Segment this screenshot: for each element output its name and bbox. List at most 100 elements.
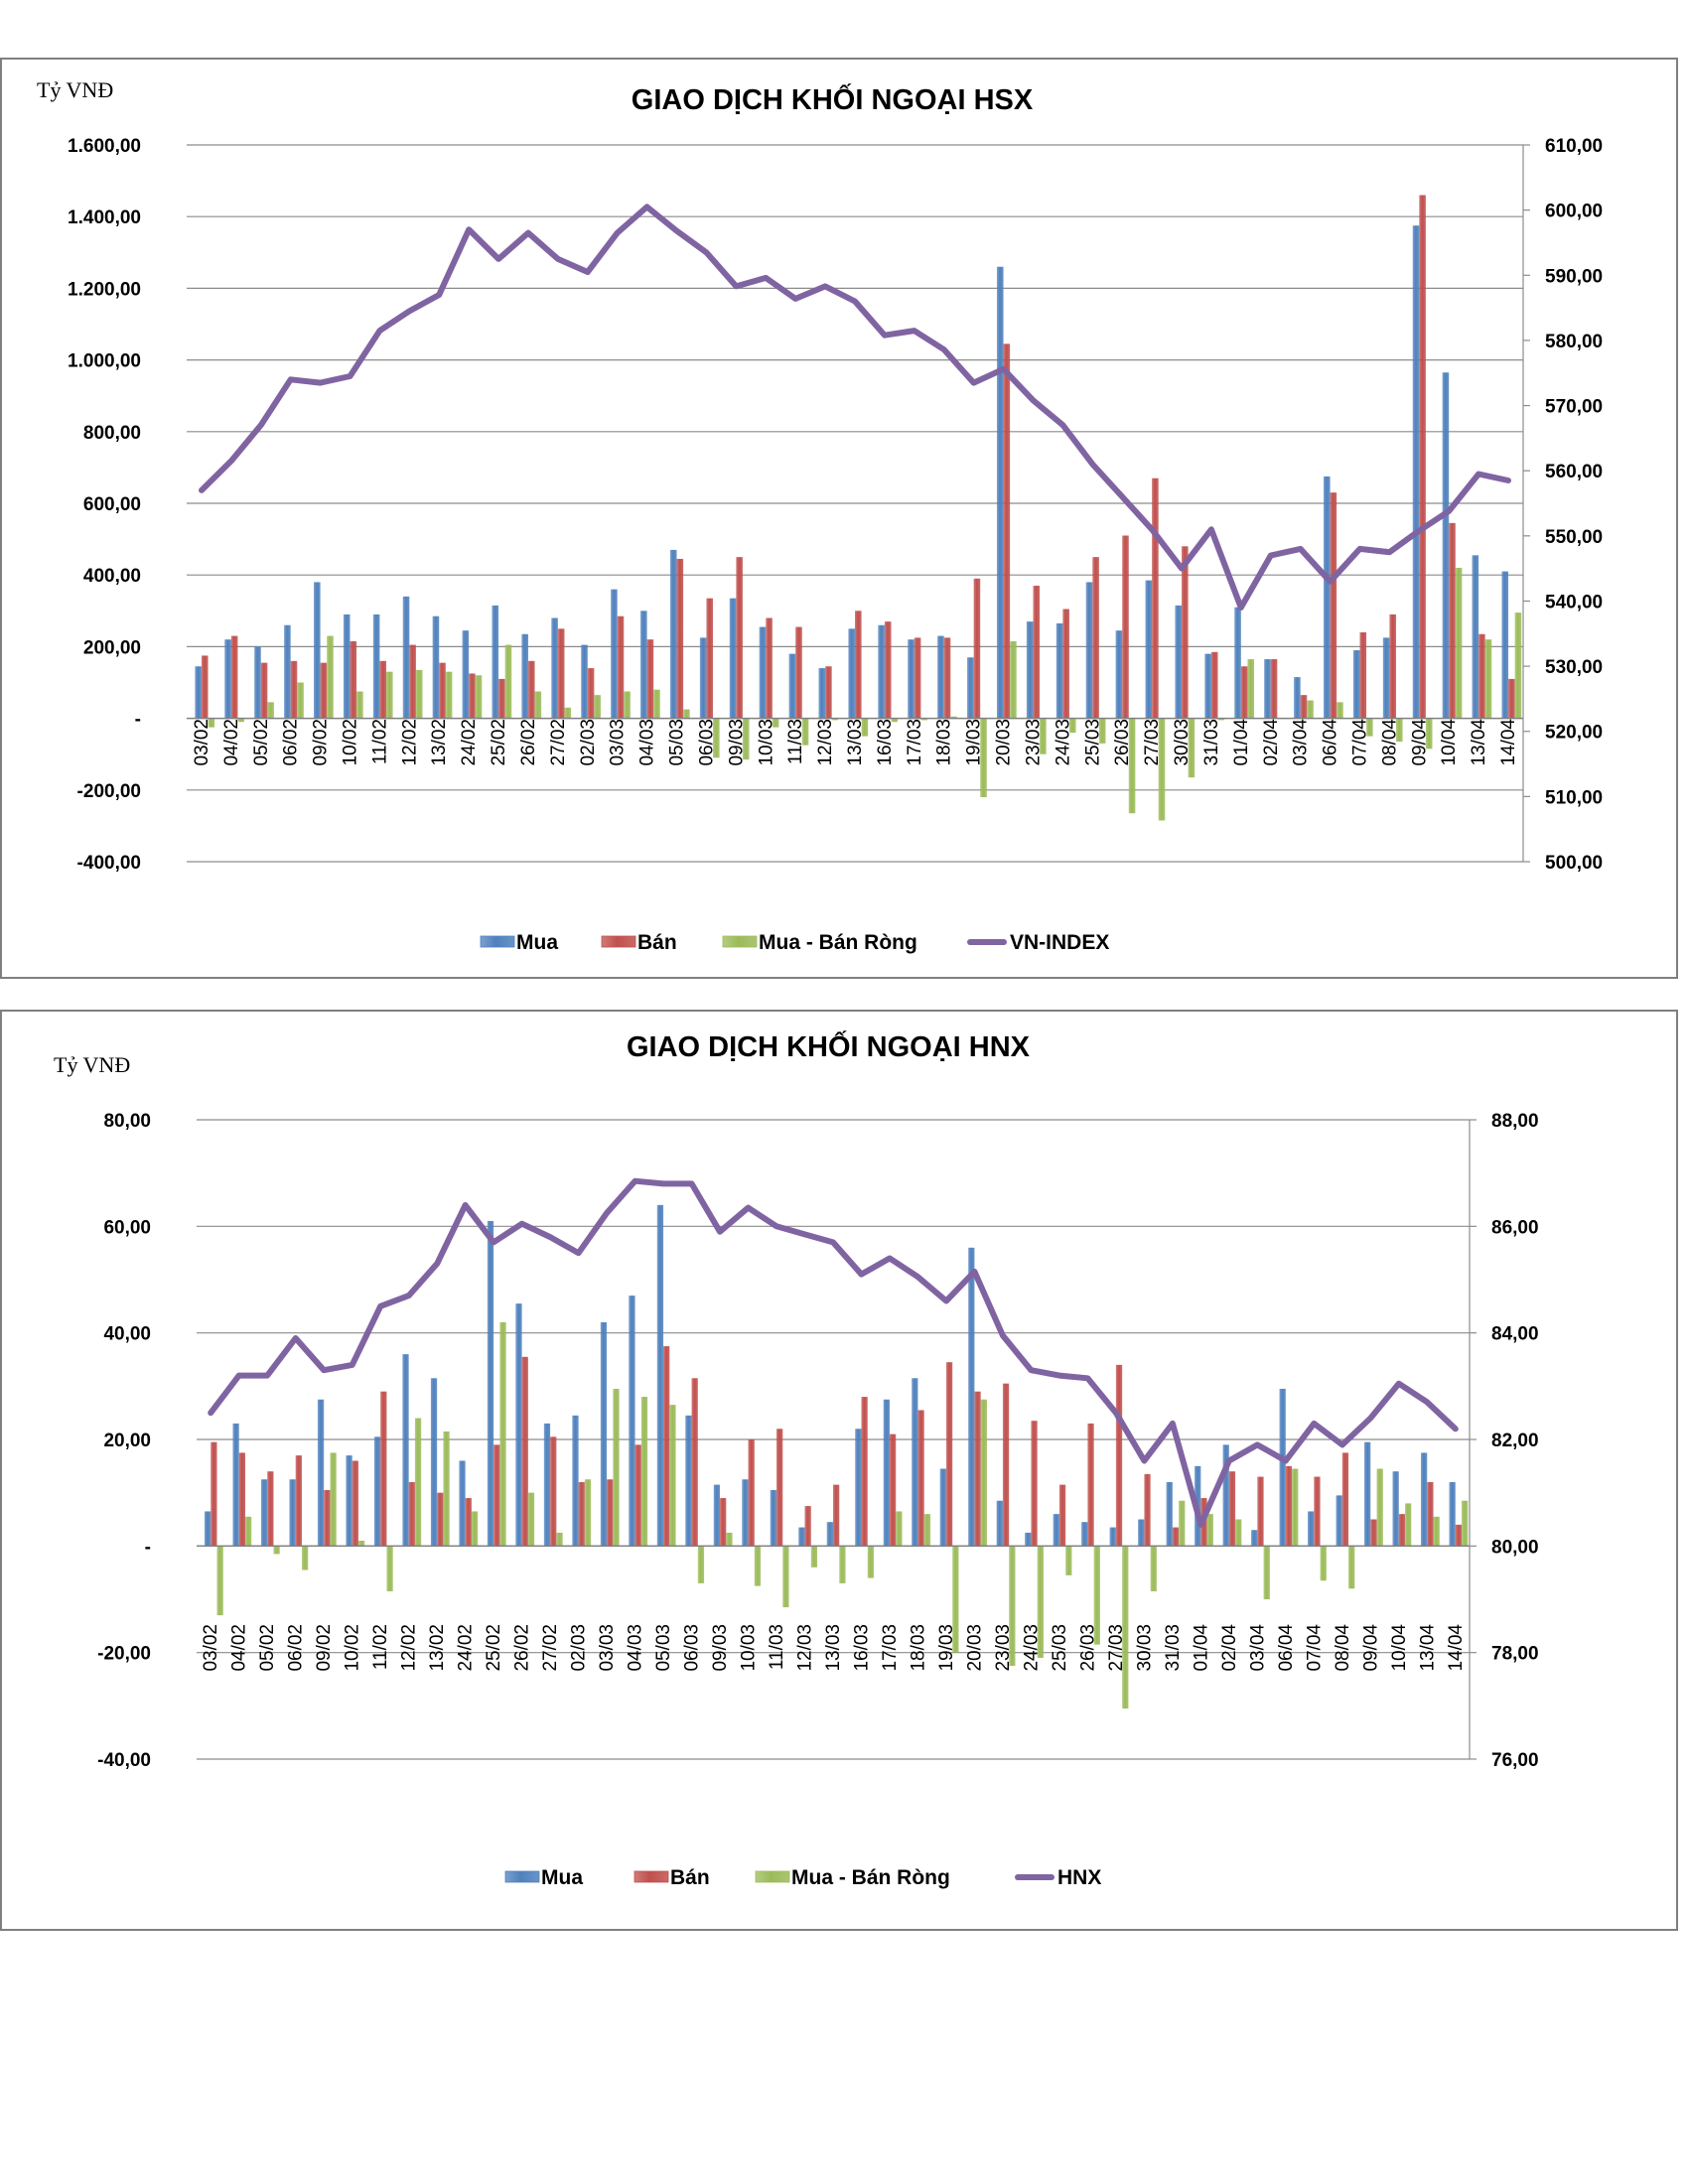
hnx-bar-net bbox=[499, 1321, 506, 1547]
hsx-bar-net bbox=[475, 675, 483, 719]
hsx-x-tick-label: 13/02 bbox=[429, 719, 450, 766]
hnx-bar-sell bbox=[861, 1397, 868, 1547]
hnx-x-tick-label: 18/03 bbox=[908, 1624, 928, 1672]
hnx-bar-buy bbox=[656, 1204, 664, 1547]
hsx-bar-sell bbox=[1359, 631, 1367, 719]
hnx-chart: Tỷ VNĐ GIAO DỊCH KHỐI NGOẠI HNX -40,00-2… bbox=[54, 1029, 1539, 1889]
hnx-bar-buy bbox=[487, 1220, 494, 1547]
hsx-bar-sell bbox=[1240, 666, 1248, 719]
hsx-bar-net bbox=[1158, 718, 1166, 821]
hnx-bar-buy bbox=[770, 1489, 777, 1547]
hnx-x-tick-label: 03/03 bbox=[597, 1624, 618, 1672]
hsx-bar-net bbox=[1307, 700, 1314, 719]
hsx-bar-buy bbox=[759, 626, 767, 719]
hsx-chart: Tỷ VNĐ GIAO DỊCH KHỐI NGOẠI HSX -400,00-… bbox=[37, 77, 1603, 954]
hnx-bar-buy bbox=[346, 1455, 352, 1547]
hsx-bar-buy bbox=[1145, 580, 1153, 719]
hnx-x-tick-label: 24/03 bbox=[1021, 1624, 1042, 1672]
hsx-right-tick-label: 540,00 bbox=[1545, 592, 1603, 613]
hsx-x-tick-label: 25/02 bbox=[489, 719, 509, 766]
hsx-bar-net bbox=[415, 669, 423, 719]
hsx-bar-net bbox=[327, 635, 334, 719]
hnx-bar-buy bbox=[204, 1511, 211, 1547]
hnx-bar-buy bbox=[1364, 1441, 1371, 1547]
hnx-bar-sell bbox=[1314, 1476, 1321, 1547]
hnx-x-tick-label: 02/03 bbox=[569, 1624, 590, 1672]
hsx-bar-buy bbox=[224, 639, 231, 719]
hnx-bar-sell bbox=[465, 1498, 472, 1547]
hsx-x-tick-label: 18/03 bbox=[934, 719, 955, 766]
hnx-x-tick-label: 06/04 bbox=[1276, 1624, 1297, 1672]
hsx-right-tick-label: 590,00 bbox=[1545, 266, 1603, 287]
hsx-bar-sell bbox=[1062, 609, 1069, 719]
hsx-x-tick-label: 17/03 bbox=[905, 719, 925, 766]
hsx-left-tick-label: 1.400,00 bbox=[68, 207, 141, 228]
hnx-x-tick-label: 12/02 bbox=[399, 1624, 420, 1672]
hsx-x-tick-label: 09/02 bbox=[311, 719, 332, 766]
hsx-bar-sell bbox=[201, 655, 209, 719]
hnx-x-tick-label: 27/02 bbox=[540, 1624, 561, 1672]
hnx-bar-net bbox=[1433, 1516, 1440, 1547]
hnx-x-tick-label: 30/03 bbox=[1134, 1624, 1155, 1672]
hsx-x-tick-label: 01/04 bbox=[1231, 719, 1252, 766]
hsx-bar-net bbox=[1425, 718, 1433, 750]
hnx-bar-buy bbox=[1336, 1495, 1342, 1547]
hnx-left-tick-label: -40,00 bbox=[97, 1750, 151, 1771]
hsx-bar-buy bbox=[402, 596, 410, 719]
hsx-bar-net bbox=[1366, 718, 1373, 737]
hsx-bar-sell bbox=[676, 558, 684, 719]
hnx-legend-swatch bbox=[633, 1870, 669, 1883]
hsx-bar-sell bbox=[1300, 695, 1308, 719]
hsx-left-tick-label: 600,00 bbox=[83, 494, 141, 515]
hnx-bar-sell bbox=[1398, 1514, 1406, 1547]
hsx-bar-net bbox=[1098, 718, 1106, 744]
hsx-bar-buy bbox=[1234, 607, 1241, 719]
hnx-bar-net bbox=[1348, 1546, 1355, 1589]
hsx-bar-sell bbox=[350, 640, 357, 719]
hnx-bar-sell bbox=[1087, 1423, 1094, 1547]
hsx-x-tick-label: 16/03 bbox=[875, 719, 896, 766]
hnx-right-tick-label: 84,00 bbox=[1491, 1324, 1539, 1345]
hsx-left-tick-label: 1.200,00 bbox=[68, 279, 141, 300]
hsx-legend-label: VN-INDEX bbox=[1010, 931, 1109, 954]
hnx-bar-net bbox=[726, 1532, 733, 1547]
hsx-bar-buy bbox=[1115, 630, 1123, 719]
hsx-x-tick-label: 31/03 bbox=[1201, 719, 1222, 766]
hsx-legend-swatch bbox=[601, 935, 636, 948]
hsx-bar-buy bbox=[581, 644, 588, 719]
hsx-chart-panel: Tỷ VNĐ GIAO DỊCH KHỐI NGOẠI HSX -400,00-… bbox=[0, 58, 1678, 979]
hnx-bar-buy bbox=[1166, 1481, 1173, 1547]
hsx-x-tick-label: 27/03 bbox=[1142, 719, 1163, 766]
hnx-bar-sell bbox=[607, 1479, 614, 1547]
hsx-x-tick-label: 03/03 bbox=[608, 719, 629, 766]
hsx-x-tick-label: 25/03 bbox=[1082, 719, 1103, 766]
hnx-x-tick-label: 06/02 bbox=[286, 1624, 307, 1672]
hsx-bar-buy bbox=[967, 657, 974, 719]
hsx-bar-net bbox=[356, 691, 363, 719]
hnx-x-tick-label: 23/03 bbox=[993, 1624, 1014, 1672]
hsx-legend-label: Bán bbox=[637, 931, 677, 954]
hnx-x-tick-label: 13/04 bbox=[1417, 1624, 1438, 1672]
hsx-x-tick-label: 07/04 bbox=[1349, 719, 1370, 766]
hsx-bar-buy bbox=[1472, 555, 1479, 719]
hsx-bar-buy bbox=[1442, 372, 1450, 719]
hsx-bar-buy bbox=[1204, 653, 1211, 719]
hnx-x-tick-label: 02/04 bbox=[1219, 1624, 1240, 1672]
hnx-legend-label: Mua - Bán Ròng bbox=[791, 1866, 950, 1889]
hsx-bar-sell bbox=[736, 557, 743, 719]
hnx-bar-buy bbox=[629, 1296, 635, 1547]
hsx-bar-buy bbox=[1501, 571, 1509, 719]
hnx-x-tick-label: 09/04 bbox=[1360, 1624, 1381, 1672]
hnx-x-tick-label: 03/04 bbox=[1247, 1624, 1268, 1672]
hnx-left-tick-label: 80,00 bbox=[103, 1111, 151, 1132]
hsx-left-tick-label: -400,00 bbox=[77, 853, 141, 874]
hsx-bar-buy bbox=[908, 639, 914, 719]
hnx-x-tick-label: 11/02 bbox=[370, 1624, 391, 1670]
hsx-bar-net bbox=[386, 671, 393, 719]
hnx-x-tick-label: 17/03 bbox=[880, 1624, 901, 1672]
hsx-bar-sell bbox=[1122, 535, 1129, 719]
hnx-x-tick-label: 24/02 bbox=[456, 1624, 477, 1672]
hnx-chart-panel: Tỷ VNĐ GIAO DỊCH KHỐI NGOẠI HNX -40,00 -2… bbox=[0, 1010, 1678, 1931]
hnx-x-tick-label: 16/03 bbox=[851, 1624, 872, 1672]
hnx-bar-buy bbox=[1308, 1511, 1315, 1547]
